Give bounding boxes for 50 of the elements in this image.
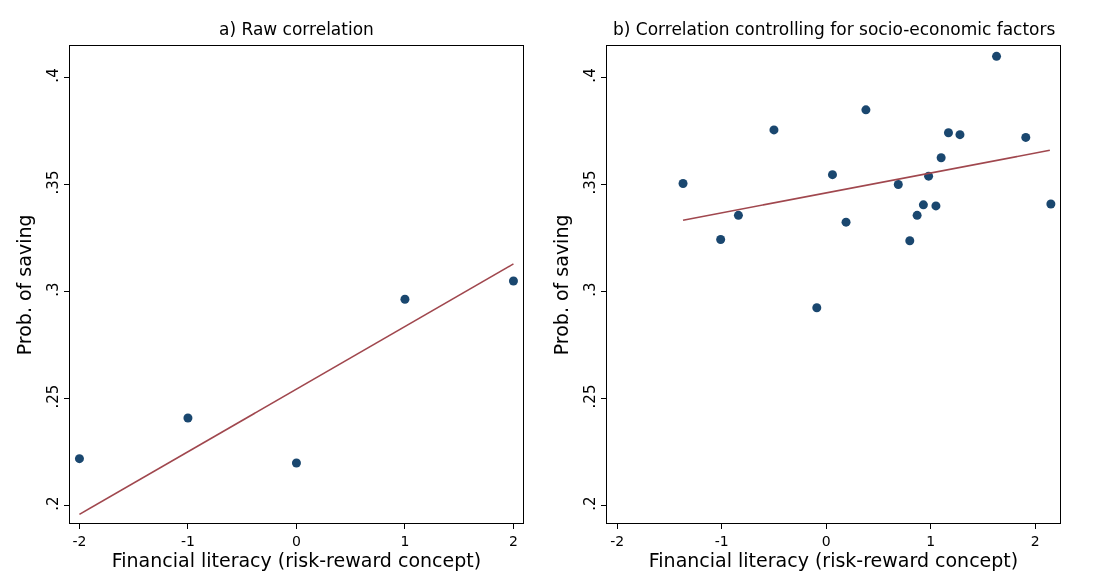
point [716,235,726,245]
x-tick-label: -2 [72,533,87,550]
y-tick-label: .25 [580,384,599,409]
x-tick-label: -1 [180,533,195,550]
y-tick-label: .2 [580,496,599,511]
point [812,303,822,313]
x-tick-label: 0 [821,533,831,550]
y-tick-label: .2 [43,496,62,511]
point [74,454,84,464]
x-tick-label: 2 [508,533,518,550]
point [1021,132,1031,142]
point [912,210,922,220]
x-tick-label: -1 [714,533,729,550]
x-tick-label: 0 [291,533,301,550]
point [893,180,903,190]
point [678,178,688,188]
point [769,125,779,135]
point [992,51,1002,61]
y-tick-label: .3 [43,282,62,297]
y-tick-label: .25 [43,384,62,409]
point [827,170,837,180]
chart-title: a) Raw correlation [219,19,374,39]
point [943,128,953,138]
x-tick-label: -2 [610,533,625,550]
point [905,236,915,246]
y-tick-label: .4 [43,68,62,83]
point [1046,199,1056,209]
x-axis-title: Financial literacy (risk-reward concept) [648,549,1019,572]
y-axis-title: Prob. of saving [550,214,573,356]
x-axis-title: Financial literacy (risk-reward concept) [111,549,482,572]
point [918,200,928,210]
y-tick-label: .4 [580,68,599,83]
x-tick-label: 2 [1030,533,1040,550]
point [508,276,518,286]
point [841,217,851,227]
point [291,458,301,468]
x-tick-label: 1 [400,533,410,550]
point [183,413,193,423]
point [400,294,410,304]
y-tick-label: .3 [580,282,599,297]
point [936,153,946,163]
point [861,105,871,115]
point [931,201,941,211]
y-tick-label: .35 [43,170,62,195]
x-tick-label: 1 [926,533,936,550]
point [733,210,743,220]
y-tick-label: .35 [580,170,599,195]
point [955,130,965,140]
y-axis-title: Prob. of saving [13,214,36,356]
chart-title: b) Correlation controlling for socio-economic factors [613,19,1056,39]
